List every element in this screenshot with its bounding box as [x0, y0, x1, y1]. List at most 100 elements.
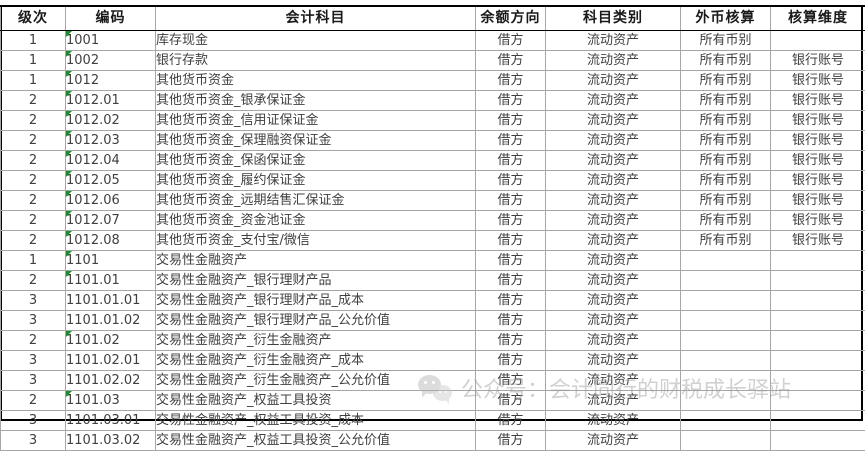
cell-level[interactable]: 2 [1, 211, 66, 231]
cell-dimension[interactable] [771, 411, 865, 431]
cell-balance-direction[interactable]: 借方 [476, 311, 546, 331]
column-header-foreign-currency[interactable]: 外币核算 [681, 6, 771, 31]
cell-level[interactable]: 3 [1, 311, 66, 331]
cell-subject-type[interactable]: 流动资产 [546, 271, 681, 291]
cell-foreign-currency[interactable]: 所有币别 [681, 131, 771, 151]
cell-balance-direction[interactable]: 借方 [476, 331, 546, 351]
cell-subject-type[interactable]: 流动资产 [546, 151, 681, 171]
cell-code[interactable]: 1101.01.02 [66, 311, 156, 331]
cell-foreign-currency[interactable] [681, 351, 771, 371]
cell-balance-direction[interactable]: 借方 [476, 151, 546, 171]
cell-dimension[interactable]: 银行账号 [771, 231, 865, 251]
cell-foreign-currency[interactable]: 所有币别 [681, 71, 771, 91]
cell-foreign-currency[interactable] [681, 371, 771, 391]
cell-subject-type[interactable]: 流动资产 [546, 31, 681, 51]
cell-subject-name[interactable]: 其他货币资金_信用证保证金 [156, 111, 476, 131]
cell-subject-name[interactable]: 其他货币资金_资金池证金 [156, 211, 476, 231]
cell-foreign-currency[interactable]: 所有币别 [681, 111, 771, 131]
cell-level[interactable]: 2 [1, 151, 66, 171]
cell-balance-direction[interactable]: 借方 [476, 371, 546, 391]
cell-dimension[interactable]: 银行账号 [771, 131, 865, 151]
cell-foreign-currency[interactable]: 所有币别 [681, 191, 771, 211]
cell-code[interactable]: 1001 [66, 31, 156, 51]
cell-subject-name[interactable]: 库存现金 [156, 31, 476, 51]
cell-subject-type[interactable]: 流动资产 [546, 231, 681, 251]
cell-dimension[interactable] [771, 271, 865, 291]
cell-balance-direction[interactable]: 借方 [476, 51, 546, 71]
cell-foreign-currency[interactable] [681, 431, 771, 451]
cell-subject-name[interactable]: 交易性金融资产_银行理财产品 [156, 271, 476, 291]
cell-level[interactable]: 2 [1, 391, 66, 411]
cell-level[interactable]: 2 [1, 331, 66, 351]
cell-foreign-currency[interactable]: 所有币别 [681, 51, 771, 71]
cell-foreign-currency[interactable] [681, 251, 771, 271]
cell-code[interactable]: 1012.08 [66, 231, 156, 251]
cell-code[interactable]: 1012.07 [66, 211, 156, 231]
cell-subject-type[interactable]: 流动资产 [546, 171, 681, 191]
cell-level[interactable]: 3 [1, 431, 66, 451]
cell-subject-name[interactable]: 交易性金融资产_权益工具投资_公允价值 [156, 431, 476, 451]
cell-level[interactable]: 2 [1, 171, 66, 191]
column-header-direction[interactable]: 余额方向 [476, 6, 546, 31]
cell-balance-direction[interactable]: 借方 [476, 391, 546, 411]
cell-balance-direction[interactable]: 借方 [476, 251, 546, 271]
cell-balance-direction[interactable]: 借方 [476, 91, 546, 111]
cell-level[interactable]: 2 [1, 231, 66, 251]
cell-subject-name[interactable]: 其他货币资金 [156, 71, 476, 91]
cell-level[interactable]: 2 [1, 131, 66, 151]
cell-foreign-currency[interactable] [681, 271, 771, 291]
cell-level[interactable]: 2 [1, 111, 66, 131]
cell-balance-direction[interactable]: 借方 [476, 291, 546, 311]
cell-subject-type[interactable]: 流动资产 [546, 131, 681, 151]
cell-code[interactable]: 1101.02.02 [66, 371, 156, 391]
cell-foreign-currency[interactable]: 所有币别 [681, 91, 771, 111]
cell-code[interactable]: 1101.02 [66, 331, 156, 351]
cell-level[interactable]: 1 [1, 31, 66, 51]
cell-subject-name[interactable]: 交易性金融资产_衍生金融资产_公允价值 [156, 371, 476, 391]
cell-subject-name[interactable]: 其他货币资金_支付宝/微信 [156, 231, 476, 251]
cell-level[interactable]: 3 [1, 351, 66, 371]
cell-balance-direction[interactable]: 借方 [476, 191, 546, 211]
cell-subject-name[interactable]: 交易性金融资产_衍生金融资产_成本 [156, 351, 476, 371]
cell-subject-name[interactable]: 其他货币资金_保理融资保证金 [156, 131, 476, 151]
cell-subject-name[interactable]: 其他货币资金_远期结售汇保证金 [156, 191, 476, 211]
cell-code[interactable]: 1012.05 [66, 171, 156, 191]
cell-level[interactable]: 1 [1, 51, 66, 71]
column-header-type[interactable]: 科目类别 [546, 6, 681, 31]
cell-level[interactable]: 2 [1, 271, 66, 291]
cell-subject-name[interactable]: 交易性金融资产 [156, 251, 476, 271]
cell-dimension[interactable] [771, 251, 865, 271]
cell-foreign-currency[interactable]: 所有币别 [681, 231, 771, 251]
cell-balance-direction[interactable]: 借方 [476, 211, 546, 231]
cell-balance-direction[interactable]: 借方 [476, 71, 546, 91]
column-header-code[interactable]: 编码 [66, 6, 156, 31]
cell-dimension[interactable] [771, 291, 865, 311]
cell-subject-name[interactable]: 银行存款 [156, 51, 476, 71]
cell-code[interactable]: 1012.03 [66, 131, 156, 151]
cell-code[interactable]: 1101.03 [66, 391, 156, 411]
cell-dimension[interactable] [771, 351, 865, 371]
cell-dimension[interactable] [771, 331, 865, 351]
cell-foreign-currency[interactable] [681, 391, 771, 411]
cell-balance-direction[interactable]: 借方 [476, 431, 546, 451]
cell-foreign-currency[interactable]: 所有币别 [681, 211, 771, 231]
cell-subject-name[interactable]: 交易性金融资产_权益工具投资 [156, 391, 476, 411]
cell-code[interactable]: 1101.01.01 [66, 291, 156, 311]
cell-subject-type[interactable]: 流动资产 [546, 411, 681, 431]
cell-dimension[interactable] [771, 311, 865, 331]
cell-code[interactable]: 1002 [66, 51, 156, 71]
cell-subject-name[interactable]: 其他货币资金_银承保证金 [156, 91, 476, 111]
